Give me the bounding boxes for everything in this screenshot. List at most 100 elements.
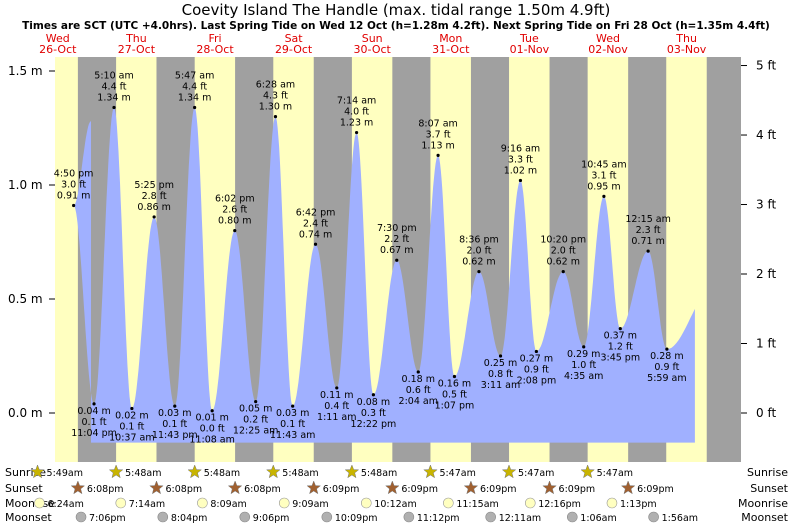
extreme-point [436, 153, 440, 157]
extreme-point [152, 215, 156, 219]
extreme-height-m: 0.25 m [484, 358, 517, 369]
y-tick-label-m: 1.5 m [8, 64, 43, 78]
extreme-height-ft: 0.5 ft [442, 390, 467, 401]
extreme-height-ft: 0.2 ft [243, 415, 268, 426]
day-name-label: Wed [596, 32, 620, 45]
sunset-time: 6:09pm [559, 484, 596, 495]
day-name-label: Tue [519, 32, 539, 45]
extreme-time: 1:11 am [317, 412, 356, 423]
extreme-height-m: 0.01 m [195, 413, 228, 424]
sunset-star-icon [463, 480, 479, 495]
sunset-star-icon [70, 480, 86, 495]
extreme-height-m: 0.71 m [631, 236, 664, 247]
day-name-label: Wed [46, 32, 70, 45]
sunset-row-label: Sunset [5, 482, 43, 495]
moonrise-icon [278, 497, 290, 509]
moonrise-time: 11:15am [456, 499, 498, 510]
extreme-time: 11:04 pm [71, 428, 117, 439]
extreme-time: 10:37 am [109, 432, 154, 443]
sunrise-star-icon [501, 464, 517, 479]
moonset-icon [157, 511, 169, 523]
extreme-height-m: 0.37 m [604, 331, 637, 342]
sunrise-star-icon [423, 464, 438, 479]
sunset-time: 6:09pm [323, 484, 360, 495]
moonset-icon [321, 511, 333, 523]
moonrise-icon [34, 497, 45, 509]
y-tick-label-ft: 3 ft [756, 198, 776, 212]
tide-area [73, 107, 695, 443]
extreme-point [534, 349, 538, 354]
extreme-height-m: 0.28 m [650, 351, 683, 362]
moonset-time: 8:04pm [171, 513, 208, 524]
moonset-time: 11:12pm [417, 513, 460, 524]
extreme-height-m: 0.67 m [380, 245, 413, 256]
y-tick-label-ft: 5 ft [756, 59, 776, 73]
extreme-height-ft: 2.4 ft [303, 218, 328, 229]
sunrise-star-icon [265, 464, 281, 479]
moonrise-icon [443, 497, 454, 509]
extreme-height-ft: 0.1 ft [119, 421, 144, 432]
extreme-height-ft: 0.1 ft [82, 417, 107, 428]
moonrise-time: 12:16pm [538, 499, 581, 510]
sunset-time: 6:09pm [401, 484, 438, 495]
axes: 0.0 m 0.5 m 1.0 m 1.5 m 0 ft 1 ft 2 ft 3 ft 4 ft… [8, 59, 776, 420]
extreme-point [233, 229, 237, 233]
sunrise-time: 5:47am [518, 468, 554, 479]
moonset-time: 1:06am [580, 513, 616, 524]
extreme-height-ft: 3.0 ft [61, 180, 86, 191]
extreme-time: 12:25 am [233, 426, 278, 437]
extreme-time: 6:28 am [256, 80, 295, 91]
extreme-time: 2:04 am [399, 396, 438, 407]
moonset-icon [648, 511, 659, 523]
extreme-height-m: 0.80 m [218, 216, 251, 227]
extreme-time: 12:22 pm [351, 419, 397, 430]
extreme-height-m: 0.03 m [276, 408, 309, 419]
extreme-height-ft: 3.3 ft [508, 154, 533, 165]
day-date-label: 27-Oct [118, 43, 156, 56]
moonset-icon [567, 511, 578, 523]
day-name-label: Fri [208, 32, 221, 45]
extreme-height-ft: 3.1 ft [591, 170, 616, 181]
moonrise-icon [361, 497, 372, 509]
extreme-time: 3:11 am [481, 380, 520, 391]
sunrise-star-icon [187, 464, 203, 479]
y-tick-label-ft: 0 ft [756, 406, 776, 420]
moonset-icon [75, 511, 87, 523]
sunset-time: 6:08pm [87, 484, 124, 495]
extreme-point [193, 105, 197, 110]
extreme-point [354, 130, 359, 135]
sunrise-star-icon [30, 464, 45, 479]
extreme-point [210, 409, 214, 413]
extreme-height-ft: 0.9 ft [524, 364, 549, 375]
sunrise-time: 5:47am [439, 468, 475, 479]
day-name-label: Thu [675, 32, 697, 45]
extreme-time: 5:59 am [647, 373, 686, 384]
sunset-time: 6:09pm [480, 484, 517, 495]
sunrise-time: 5:48am [125, 468, 161, 479]
moonrise-time: 7:14am [129, 499, 165, 510]
sunrise-time: 5:48am [204, 468, 240, 479]
moonset-icon [239, 511, 251, 523]
extreme-height-ft: 0.1 ft [280, 419, 305, 430]
extreme-height-m: 0.08 m [357, 397, 390, 408]
extreme-point [618, 327, 622, 331]
day-date-label: 31-Oct [432, 43, 470, 56]
extreme-point [395, 258, 399, 262]
extreme-time: 5:47 am [175, 70, 214, 81]
extreme-height-m: 0.91 m [57, 191, 90, 202]
moonrise-icon [115, 497, 127, 509]
extreme-point [582, 345, 586, 349]
moonset-time: 1:56am [662, 513, 698, 524]
extreme-height-m: 0.27 m [520, 353, 553, 364]
extreme-point [291, 404, 295, 408]
extreme-height-m: 0.74 m [299, 229, 332, 240]
sunset-time: 6:08pm [165, 484, 202, 495]
extreme-time: 11:43 pm [152, 430, 198, 441]
extreme-time: 4:35 am [564, 371, 603, 382]
extreme-time: 7:30 pm [377, 223, 417, 234]
extreme-point [416, 370, 420, 374]
sunrise-star-icon [344, 464, 360, 479]
extreme-height-ft: 4.0 ft [344, 107, 369, 118]
